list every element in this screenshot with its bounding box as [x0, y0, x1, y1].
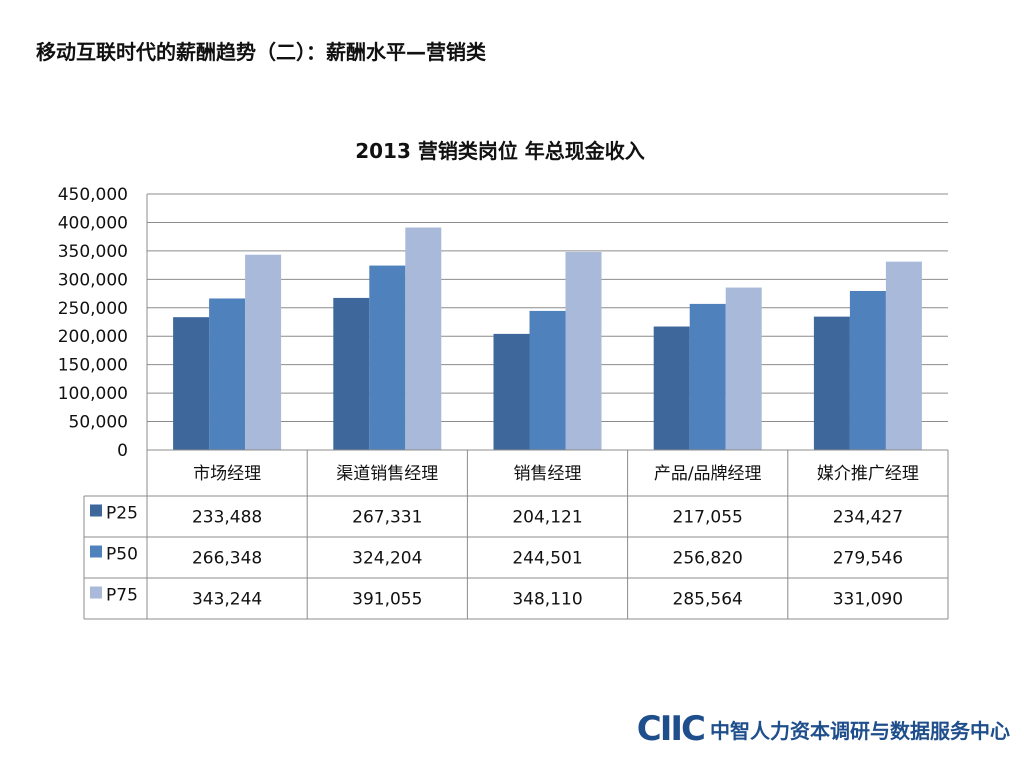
bar-p25	[173, 317, 210, 450]
table-cell-value: 267,331	[352, 508, 422, 528]
table-cell-value: 324,204	[352, 549, 422, 569]
table-cell-value: 244,501	[512, 549, 582, 569]
data-table: 市场经理 渠道销售经理 销售经理 产品/品牌经理 媒介推广经理 P25 233,488 267…	[83, 449, 949, 620]
page-title: 移动互联时代的薪酬趋势（二）：薪酬水平—营销类	[36, 40, 486, 64]
y-tick-label: 300,000	[58, 270, 128, 290]
table-cell-value: 348,110	[512, 590, 582, 610]
bar-p75	[405, 227, 442, 450]
bar-p75	[245, 254, 282, 450]
legend-label: P50	[106, 545, 138, 565]
y-tick-label: 350,000	[58, 242, 128, 262]
bar-p75	[885, 261, 922, 450]
legend-label: P25	[106, 504, 138, 524]
y-tick-label: 200,000	[58, 327, 128, 347]
y-tick-label: 100,000	[58, 384, 128, 404]
y-tick-label: 150,000	[58, 356, 128, 376]
chart-title: 2013 营销类岗位 年总现金收入	[355, 139, 645, 163]
y-axis: 0 50,000 100,000 150,000 200,000 250,000 300,0…	[58, 185, 148, 461]
y-tick-label: 450,000	[58, 185, 128, 205]
category-label: 销售经理	[514, 464, 582, 484]
bar-p25	[493, 333, 530, 450]
bar-p50	[209, 298, 246, 450]
table-cell-value: 234,427	[833, 508, 903, 528]
bar-p50	[529, 310, 566, 450]
bar-p50	[849, 290, 886, 450]
bars	[173, 227, 922, 450]
category-label: 市场经理	[193, 464, 261, 484]
table-cell-value: 233,488	[192, 508, 262, 528]
bar-p50	[689, 303, 726, 450]
bar-p25	[813, 316, 850, 450]
bar-p25	[653, 326, 690, 450]
legend-label: P75	[106, 586, 138, 606]
table-cell-value: 285,564	[673, 590, 743, 610]
bar-p25	[333, 297, 370, 450]
y-tick-label: 50,000	[69, 413, 128, 433]
legend-swatch-p25	[90, 504, 102, 517]
bar-p50	[369, 265, 406, 450]
org-name: 中智人力资本调研与数据服务中心	[710, 718, 1010, 743]
table-cell-value: 391,055	[352, 590, 422, 610]
y-tick-label: 0	[117, 441, 128, 461]
table-cell-value: 266,348	[192, 549, 262, 569]
legend-swatch-p50	[90, 545, 102, 558]
category-label: 媒介推广经理	[817, 464, 919, 484]
table-cell-value: 279,546	[833, 549, 903, 569]
ciic-logo: CIIC	[636, 709, 706, 749]
table-cell-value: 217,055	[673, 508, 743, 528]
table-cell-value: 331,090	[833, 590, 903, 610]
category-label: 渠道销售经理	[336, 464, 438, 484]
bar-p75	[725, 287, 762, 450]
y-tick-label: 400,000	[58, 213, 128, 233]
legend-swatch-p75	[90, 586, 102, 599]
table-cell-value: 204,121	[512, 508, 582, 528]
y-tick-label: 250,000	[58, 299, 128, 319]
table-cell-value: 343,244	[192, 590, 262, 610]
footer-branding: CIIC 中智人力资本调研与数据服务中心	[637, 712, 1010, 746]
bar-p75	[565, 251, 602, 450]
category-label: 产品/品牌经理	[654, 464, 762, 484]
table-cell-value: 256,820	[673, 549, 743, 569]
